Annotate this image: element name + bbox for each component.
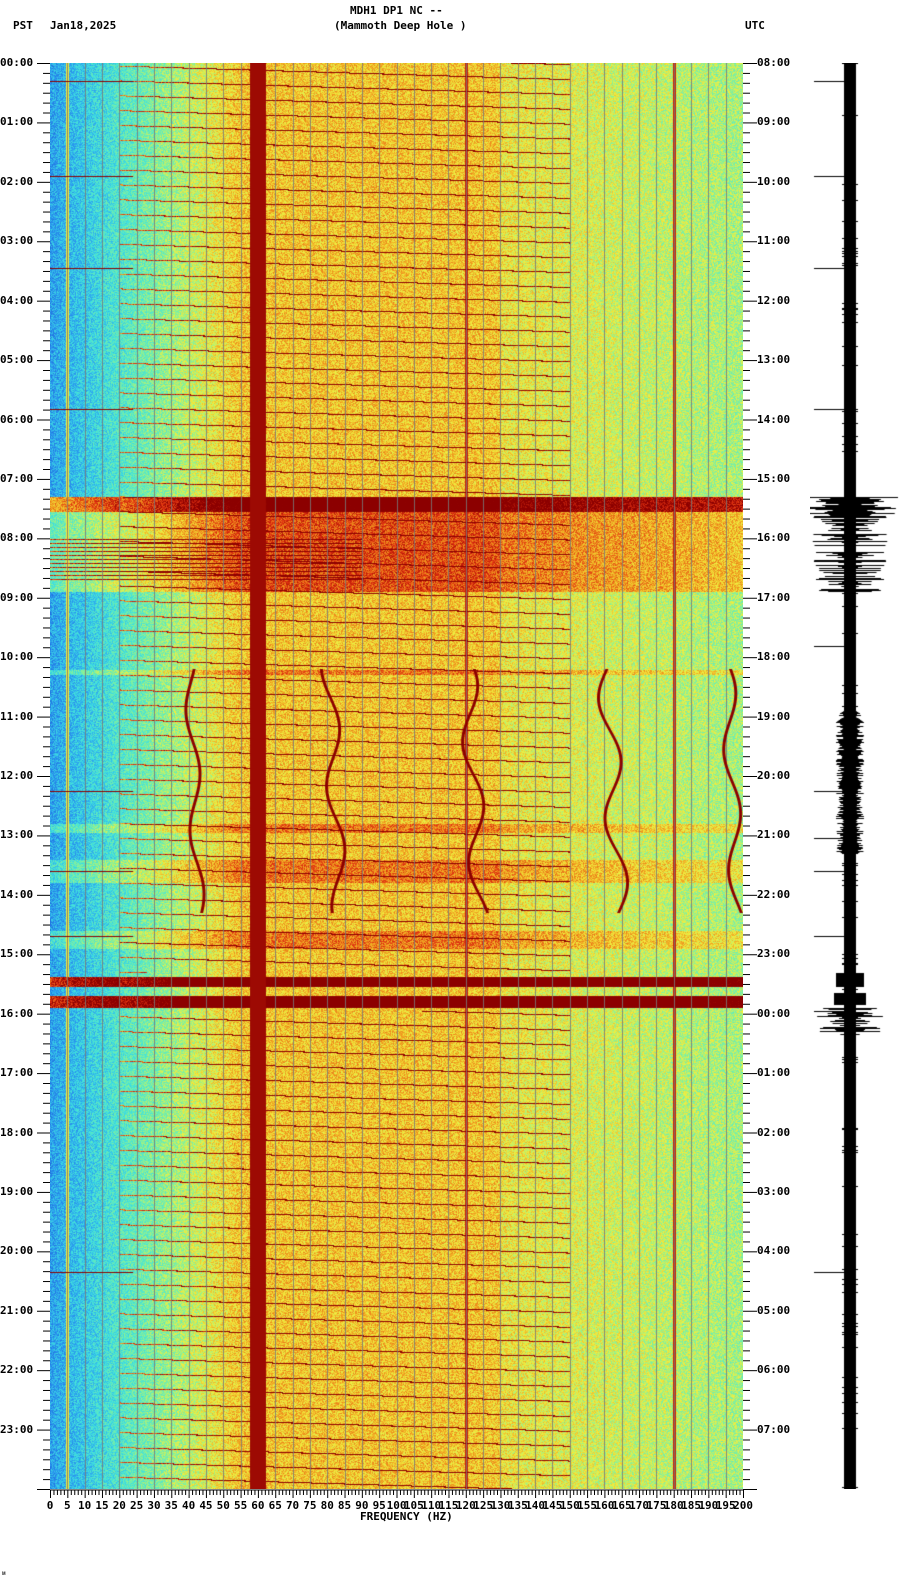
frequency-tick-label: 180 [663,1499,684,1512]
frequency-tick-label: 20 [112,1499,126,1512]
left-time-tick-label: 18:00 [0,1125,34,1139]
right-time-tick-label: 09:00 [757,115,791,129]
frequency-tick-label: 0 [46,1499,54,1512]
frequency-tick-label: 15 [95,1499,109,1512]
frequency-tick-label: 140 [525,1499,546,1512]
frequency-tick-label: 160 [594,1499,615,1512]
left-time-tick-label: 07:00 [0,471,34,485]
right-time-tick-label: 17:00 [757,590,791,604]
frequency-tick-label: 120 [455,1499,476,1512]
frequency-tick-label: 10 [78,1499,92,1512]
left-time-tick-label: 04:00 [0,293,34,307]
frequency-tick-label: 195 [715,1499,736,1512]
frequency-tick-label: 155 [577,1499,598,1512]
right-time-tick-label: 16:00 [757,531,791,545]
frequency-tick-label: 145 [542,1499,563,1512]
frequency-tick-label: 65 [268,1499,282,1512]
frequency-tick-label: 90 [355,1499,369,1512]
frequency-tick-label: 95 [372,1499,386,1512]
frequency-tick-label: 125 [473,1499,494,1512]
left-time-tick-label: 02:00 [0,174,34,188]
left-time-tick-label: 23:00 [0,1422,34,1436]
frequency-tick-label: 170 [629,1499,650,1512]
left-time-tick-label: 22:00 [0,1363,34,1377]
frequency-tick-label: 75 [303,1499,317,1512]
frequency-tick-label: 200 [733,1499,753,1512]
right-time-tick-label: 00:00 [757,1006,791,1020]
frequency-tick-label: 150 [559,1499,580,1512]
right-time-tick-label: 22:00 [757,887,791,901]
frequency-tick-label: 105 [403,1499,424,1512]
left-time-tick-label: 13:00 [0,828,34,842]
right-time-tick-label: 06:00 [757,1363,791,1377]
left-time-tick-label: 17:00 [0,1066,34,1080]
frequency-tick-label: 175 [646,1499,667,1512]
left-time-tick-label: 21:00 [0,1303,34,1317]
left-timezone: PST [13,19,33,32]
station-title: MDH1 DP1 NC -- [350,4,443,17]
left-time-tick-label: 14:00 [0,887,34,901]
frequency-tick-label: 25 [130,1499,144,1512]
spectrogram-plot [50,63,743,1489]
frequency-tick-label: 130 [490,1499,511,1512]
right-time-tick-label: 13:00 [757,353,791,367]
right-time-tick-label: 14:00 [757,412,791,426]
right-time-tick-label: 21:00 [757,828,791,842]
left-time-tick-label: 01:00 [0,115,34,129]
left-time-tick-label: 19:00 [0,1184,34,1198]
right-time-tick-label: 18:00 [757,650,791,664]
left-time-tick-label: 12:00 [0,769,34,782]
left-time-tick-label: 05:00 [0,353,34,367]
frequency-tick-label: 40 [182,1499,196,1512]
frequency-tick-label: 190 [698,1499,719,1512]
left-time-tick-label: 00:00 [0,56,34,69]
frequency-tick-label: 135 [507,1499,528,1512]
frequency-tick-label: 85 [337,1499,352,1512]
left-time-tick-label: 09:00 [0,590,34,604]
frequency-tick-label: 110 [421,1499,442,1512]
frequency-tick-label: 45 [199,1499,213,1512]
right-time-tick-label: 03:00 [757,1184,791,1198]
frequency-tick-label: 30 [147,1499,161,1512]
frequency-tick-label: 80 [320,1499,334,1512]
right-time-tick-label: 23:00 [757,947,791,961]
frequency-tick-label: 35 [164,1499,178,1512]
right-time-tick-label: 10:00 [757,174,791,188]
left-time-tick-label: 20:00 [0,1244,34,1258]
right-time-tick-label: 12:00 [757,293,791,307]
left-time-tick-label: 03:00 [0,234,34,248]
frequency-tick-label: 50 [216,1499,230,1512]
frequency-tick-label: 70 [285,1499,300,1512]
x-axis-label: FREQUENCY (HZ) [360,1510,453,1523]
right-time-tick-label: 20:00 [757,769,791,782]
right-time-tick-label: 02:00 [757,1125,791,1139]
left-time-tick-label: 15:00 [0,947,34,961]
right-time-tick-label: 19:00 [757,709,791,723]
seismogram-trace [810,63,900,1489]
footer-mark: ᴍ [2,1570,6,1577]
date-label: Jan18,2025 [50,19,117,32]
frequency-tick-label: 185 [681,1499,701,1512]
left-time-tick-label: 06:00 [0,412,34,426]
frequency-tick-label: 5 [64,1499,71,1512]
right-time-tick-label: 04:00 [757,1244,791,1258]
right-time-tick-label: 01:00 [757,1066,791,1080]
frequency-tick-label: 165 [611,1499,632,1512]
right-time-tick-label: 07:00 [757,1422,791,1436]
right-time-tick-label: 15:00 [757,471,791,485]
left-time-tick-label: 08:00 [0,531,34,545]
site-name: (Mammoth Deep Hole ) [334,19,467,32]
frequency-tick-label: 60 [251,1499,265,1512]
right-time-tick-label: 05:00 [757,1303,791,1317]
frequency-tick-label: 115 [438,1499,459,1512]
left-time-tick-label: 11:00 [0,709,34,723]
frequency-tick-label: 100 [386,1499,407,1512]
right-time-tick-label: 08:00 [757,56,791,69]
right-time-tick-label: 11:00 [757,234,791,248]
left-time-tick-label: 10:00 [0,650,34,664]
right-timezone: UTC [745,19,765,32]
left-time-tick-label: 16:00 [0,1006,34,1020]
frequency-tick-label: 55 [233,1499,248,1512]
